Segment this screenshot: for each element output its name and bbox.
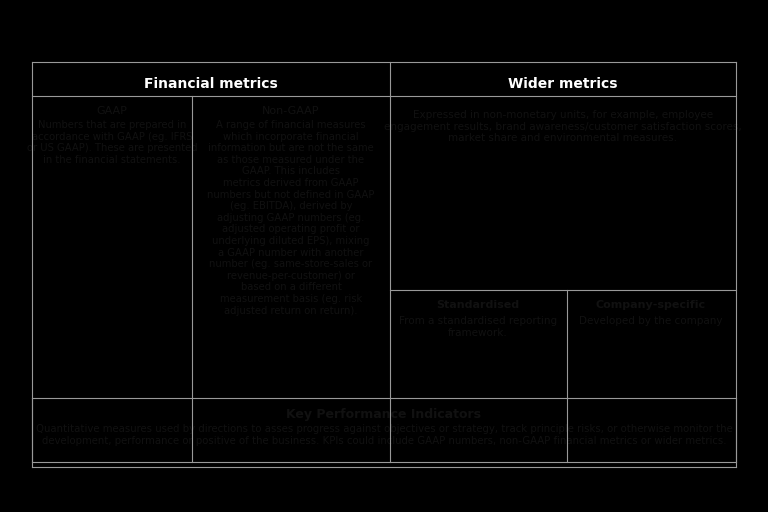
- Text: Non-GAAP: Non-GAAP: [262, 106, 319, 116]
- Text: Quantitative measures used by directions to asses progress against objectives or: Quantitative measures used by directions…: [35, 424, 733, 445]
- Text: GAAP: GAAP: [97, 106, 127, 116]
- Text: Developed by the company: Developed by the company: [579, 316, 723, 326]
- Text: Standardised: Standardised: [436, 300, 520, 310]
- Text: Expressed in non-monetary units, for example, employee
engagement results, brand: Expressed in non-monetary units, for exa…: [384, 110, 742, 143]
- Text: Wider metrics: Wider metrics: [508, 77, 617, 91]
- Text: Company-specific: Company-specific: [596, 300, 706, 310]
- Text: A range of financial measures
which incorporate financial
information but are no: A range of financial measures which inco…: [207, 120, 375, 315]
- Text: Financial metrics: Financial metrics: [144, 77, 278, 91]
- Text: Numbers that are prepared in
accordance with GAAP (eg. IFRS
or US GAAP). These a: Numbers that are prepared in accordance …: [27, 120, 197, 165]
- Text: Key Performance Indicators: Key Performance Indicators: [286, 408, 482, 421]
- Text: From a standardised reporting
framework.: From a standardised reporting framework.: [399, 316, 557, 337]
